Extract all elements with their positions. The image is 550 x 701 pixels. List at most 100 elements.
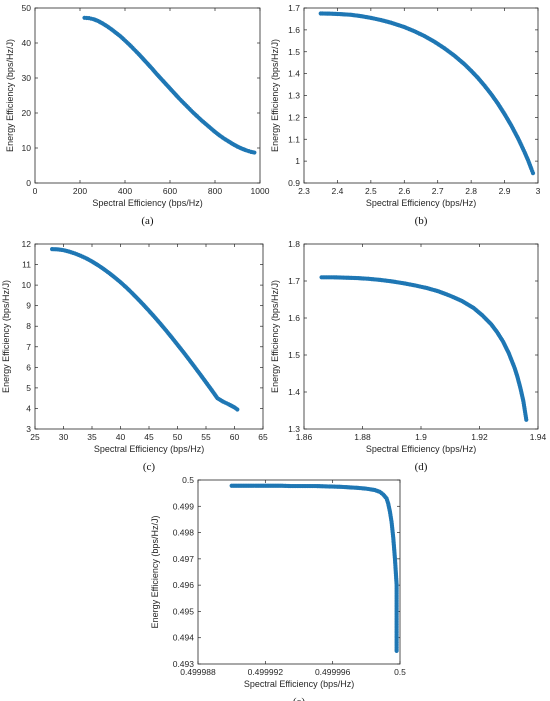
y-tick-label: 1.2: [288, 112, 300, 122]
y-tick-label: 0.493: [173, 659, 195, 669]
x-tick-label: 1.88: [354, 432, 371, 442]
x-axis-label: Spectral Efficiency (bps/Hz): [92, 198, 202, 208]
y-tick-label: 3: [26, 424, 31, 434]
plot-area: [303, 7, 539, 184]
data-series: [82, 15, 257, 155]
x-tick-label: 1000: [251, 186, 270, 196]
y-tick-label: 50: [22, 3, 32, 13]
data-point: [252, 150, 257, 155]
x-axis-label: Spectral Efficiency (bps/Hz): [366, 198, 476, 208]
panel-caption: (d): [415, 461, 428, 473]
x-tick-label: 0.499988: [180, 667, 216, 677]
y-tick-label: 9: [26, 301, 31, 311]
y-tick-label: 4: [26, 403, 31, 413]
y-tick-label: 11: [22, 260, 31, 270]
x-axis-label: Spectral Efficiency (bps/Hz): [244, 679, 354, 689]
x-tick-label: 200: [73, 186, 87, 196]
y-tick-label: 8: [26, 321, 31, 331]
panel-caption: (e): [293, 696, 306, 701]
y-tick-label: 6: [26, 362, 31, 372]
x-tick-label: 400: [118, 186, 132, 196]
y-tick-label: 1.4: [288, 387, 300, 397]
plot-area: [34, 7, 261, 184]
y-tick-label: 1.8: [288, 239, 300, 249]
y-tick-label: 1.5: [288, 47, 300, 57]
y-axis-label: Energy Efficiency (bps/Hz/J): [5, 39, 15, 152]
y-tick-label: 20: [22, 108, 32, 118]
chart-panel-2: 2.3 2.4 2.5 2.6 2.7 2.8 2.9 3 0.9 1 1.1 1.2 1.3 1.4 1.…: [270, 3, 541, 227]
y-axis-label: Energy Efficiency (bps/Hz/J): [1, 280, 11, 393]
plot-area: [303, 243, 539, 430]
y-tick-label: 0.495: [173, 606, 195, 616]
x-tick-label: 2.9: [499, 186, 511, 196]
x-tick-label: 2.7: [432, 186, 444, 196]
y-tick-label: 1: [295, 156, 300, 166]
y-tick-label: 0.496: [173, 580, 195, 590]
y-tick-label: 1.7: [288, 3, 300, 13]
y-tick-label: 0.497: [173, 554, 195, 564]
y-tick-label: 40: [22, 38, 32, 48]
x-tick-label: 30: [59, 432, 69, 442]
chart-panel-4: 1.86 1.88 1.9 1.92 1.94 1.3 1.4 1.5 1.6 1.7 1.8 Spe…: [270, 239, 547, 473]
x-tick-label: 0.499996: [315, 667, 351, 677]
y-tick-label: 1.7: [288, 276, 300, 286]
x-axis-label: Spectral Efficiency (bps/Hz): [94, 444, 204, 454]
chart-panel-1: 0 200 400 600 800 1000 0 10 20 30 40 50 Spectral Eff…: [5, 3, 270, 227]
x-tick-label: 25: [30, 432, 40, 442]
x-tick-label: 2.8: [465, 186, 477, 196]
x-tick-label: 0.499992: [248, 667, 284, 677]
panel-caption: (a): [141, 215, 154, 227]
data-series: [319, 275, 529, 422]
x-tick-label: 0.5: [394, 667, 406, 677]
y-tick-label: 1.4: [288, 69, 300, 79]
x-tick-label: 60: [230, 432, 240, 442]
y-tick-label: 10: [22, 143, 32, 153]
x-tick-label: 800: [208, 186, 222, 196]
y-tick-label: 5: [26, 383, 31, 393]
y-tick-label: 1.6: [288, 25, 300, 35]
y-tick-label: 0.494: [173, 633, 195, 643]
y-tick-label: 0.5: [182, 475, 194, 485]
data-point: [235, 407, 240, 412]
y-axis-label: Energy Efficiency (bps/Hz/J): [270, 280, 280, 393]
y-tick-label: 0.9: [288, 178, 300, 188]
y-tick-label: 0.498: [173, 528, 195, 538]
x-tick-label: 50: [173, 432, 183, 442]
x-tick-label: 1.86: [296, 432, 313, 442]
x-tick-label: 600: [163, 186, 177, 196]
data-series: [50, 247, 240, 412]
data-series: [318, 11, 536, 176]
x-tick-label: 1.94: [530, 432, 547, 442]
y-tick-label: 0.499: [173, 501, 195, 511]
data-series: [229, 483, 399, 653]
chart-panel-3: 25 30 35 40 45 50 55 60 653456789101112Spectral …: [1, 239, 268, 473]
chart-panel-5: 0.499988 0.499992 0.499996 0.5 0.493 0.494 0.4…: [150, 475, 406, 701]
x-tick-label: 2.4: [332, 186, 344, 196]
data-point: [524, 417, 529, 422]
x-tick-label: 2.3: [298, 186, 310, 196]
y-tick-label: 12: [22, 239, 32, 249]
y-axis-label: Energy Efficiency (bps/Hz/J): [270, 39, 280, 152]
x-tick-label: 3: [536, 186, 541, 196]
y-tick-label: 1.3: [288, 424, 300, 434]
y-axis-label: Energy Efficiency (bps/Hz/J): [150, 516, 160, 629]
x-tick-label: 2.6: [398, 186, 410, 196]
y-tick-label: 1.3: [288, 91, 300, 101]
y-tick-label: 1.6: [288, 313, 300, 323]
x-tick-label: 65: [258, 432, 268, 442]
data-point: [530, 171, 536, 176]
x-tick-label: 1.92: [471, 432, 488, 442]
x-tick-label: 40: [116, 432, 126, 442]
plot-area: [197, 479, 401, 665]
x-tick-label: 35: [87, 432, 97, 442]
plot-area: [34, 243, 264, 430]
y-tick-label: 10: [22, 280, 32, 290]
x-tick-label: 2.5: [365, 186, 377, 196]
y-tick-label: 1.5: [288, 350, 300, 360]
x-tick-label: 0: [33, 186, 38, 196]
x-axis-label: Spectral Efficiency (bps/Hz): [366, 444, 476, 454]
y-tick-label: 7: [26, 342, 31, 352]
panel-caption: (c): [143, 461, 156, 473]
y-tick-label: 0: [26, 178, 31, 188]
